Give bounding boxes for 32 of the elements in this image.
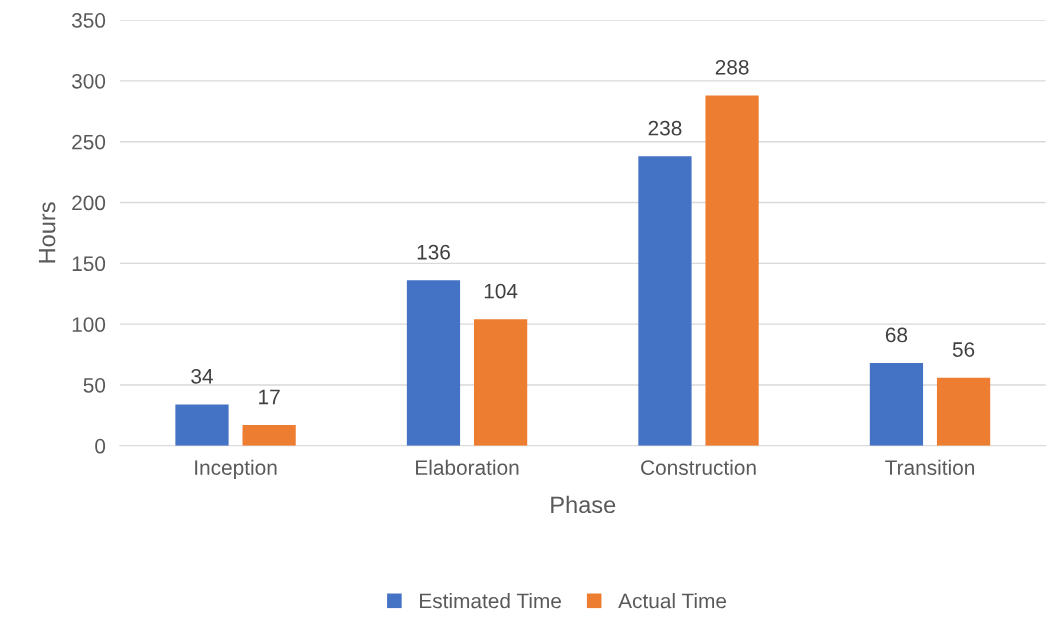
y-tick-label: 0 (95, 438, 106, 454)
bar (242, 425, 296, 446)
bar (869, 363, 924, 446)
y-tick-label: 300 (71, 73, 106, 89)
bar (473, 319, 528, 446)
x-tick-label: Inception (195, 459, 277, 480)
y-tick-label: 150 (72, 256, 106, 272)
y-axis-title: Hours (38, 202, 56, 263)
legend-label: Actual Time (618, 593, 727, 609)
data-label: 238 (648, 120, 682, 136)
y-tick-label: 350 (71, 13, 106, 28)
data-label: 34 (191, 368, 213, 384)
y-tick-label: 250 (72, 134, 106, 150)
bar (638, 156, 692, 446)
data-label: 288 (715, 59, 749, 75)
y-tick-label: 200 (72, 195, 106, 211)
legend-label: Estimated Time (420, 593, 561, 609)
bar (175, 404, 229, 446)
bar (936, 377, 991, 446)
data-label: 17 (259, 389, 280, 405)
x-tick-label: Transition (885, 459, 974, 475)
y-tick-label: 100 (72, 317, 106, 332)
x-axis-title: Phase (551, 495, 616, 514)
data-label: 104 (484, 283, 518, 299)
data-label: 68 (885, 327, 908, 343)
bar (406, 280, 461, 446)
y-tick-label: 50 (83, 377, 106, 393)
bar (705, 95, 759, 446)
x-tick-label: Construction (641, 459, 756, 475)
x-tick-label: Elaboration (416, 459, 519, 475)
data-label: 56 (952, 342, 975, 357)
data-label: 136 (417, 244, 450, 260)
